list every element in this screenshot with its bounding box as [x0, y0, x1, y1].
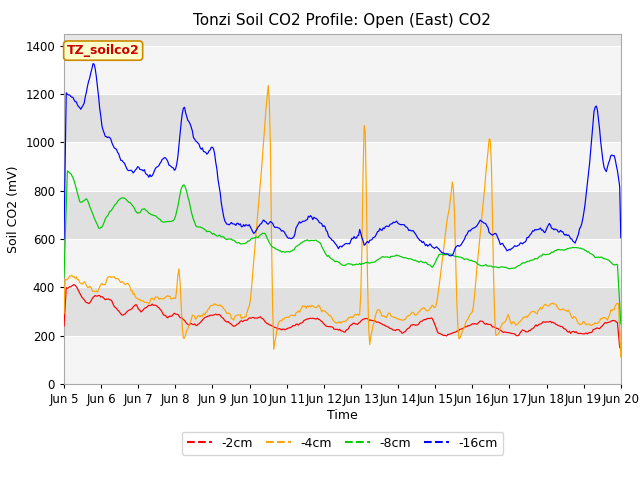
Bar	[64, 239, 621, 288]
X-axis label: Time: Time	[327, 409, 358, 422]
Bar	[64, 143, 621, 191]
Title: Tonzi Soil CO2 Profile: Open (East) CO2: Tonzi Soil CO2 Profile: Open (East) CO2	[193, 13, 492, 28]
Bar	[64, 94, 621, 143]
Bar	[64, 288, 621, 336]
Y-axis label: Soil CO2 (mV): Soil CO2 (mV)	[6, 165, 20, 252]
Bar	[64, 191, 621, 239]
Bar	[64, 336, 621, 384]
Bar	[64, 46, 621, 94]
Text: TZ_soilco2: TZ_soilco2	[67, 44, 140, 57]
Legend: -2cm, -4cm, -8cm, -16cm: -2cm, -4cm, -8cm, -16cm	[182, 432, 503, 455]
